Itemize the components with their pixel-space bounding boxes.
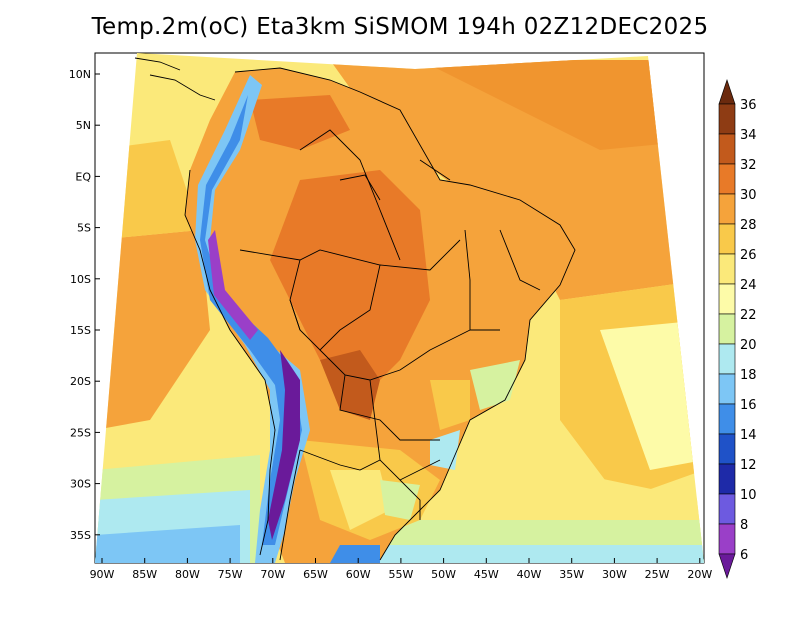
- colorbar-segment: [718, 313, 736, 345]
- lat-tick-label: 5N: [76, 119, 91, 132]
- colorbar-label: 26: [740, 248, 757, 263]
- colorbar-segment: [718, 373, 736, 405]
- lon-tick-label: 25W: [645, 568, 670, 581]
- lon-tick-label: 30W: [602, 568, 627, 581]
- colorbar-label: 18: [740, 368, 757, 383]
- colorbar-segment: [718, 343, 736, 375]
- colorbar-segment: [718, 223, 736, 255]
- longitude-axis: 90W 85W 80W 75W 70W 65W 60W 55W 50W 45W 40W 35W 30W 2…: [90, 558, 712, 581]
- map-title: Temp.2m(oC) Eta3km SiSMOM 194h 02Z12DEC2…: [91, 14, 709, 40]
- lat-tick-label: 10S: [70, 273, 91, 286]
- colorbar-segment: [718, 523, 736, 555]
- colorbar-label: 34: [740, 128, 757, 143]
- colorbar-label: 16: [740, 398, 757, 413]
- lon-tick-label: 35W: [559, 568, 584, 581]
- lon-tick-label: 60W: [346, 568, 371, 581]
- lat-tick-label: 15S: [70, 324, 91, 337]
- colorbar-segment: [718, 493, 736, 525]
- lon-tick-label: 70W: [260, 568, 285, 581]
- colorbar-segment: [718, 193, 736, 225]
- colorbar-label: 22: [740, 308, 757, 323]
- colorbar-segment: [718, 163, 736, 195]
- lon-tick-label: 55W: [388, 568, 413, 581]
- colorbar-segment: [718, 253, 736, 285]
- colorbar-label: 20: [740, 338, 757, 353]
- lat-tick-label: 5S: [77, 222, 91, 235]
- lat-tick-label: EQ: [75, 170, 91, 183]
- lon-tick-label: 90W: [90, 568, 115, 581]
- lon-tick-label: 75W: [218, 568, 243, 581]
- temperature-field: [95, 53, 704, 563]
- lat-tick-label: 10N: [69, 68, 91, 81]
- colorbar-label: 12: [740, 458, 757, 473]
- lon-tick-label: 50W: [431, 568, 456, 581]
- colorbar-label: 6: [740, 548, 748, 563]
- lat-tick-label: 35S: [70, 529, 91, 542]
- colorbar-bottom-arrow: [718, 553, 736, 579]
- colorbar-segment: [718, 403, 736, 435]
- lon-tick-label: 65W: [303, 568, 328, 581]
- colorbar-label: 32: [740, 158, 757, 173]
- lon-tick-label: 20W: [687, 568, 712, 581]
- colorbar: 36 34 32 30 28 26 24 22 20 18 16 14 12 10 8 6: [718, 79, 757, 579]
- colorbar-label: 30: [740, 188, 757, 203]
- colorbar-label: 8: [740, 518, 748, 533]
- lon-tick-label: 85W: [132, 568, 157, 581]
- country-boundaries: [134, 57, 576, 561]
- lon-tick-label: 80W: [175, 568, 200, 581]
- colorbar-label: 10: [740, 488, 757, 503]
- colorbar-label: 14: [740, 428, 757, 443]
- lat-tick-label: 25S: [70, 426, 91, 439]
- colorbar-segment: [718, 283, 736, 315]
- colorbar-top-arrow: [718, 79, 736, 105]
- colorbar-label: 28: [740, 218, 757, 233]
- colorbar-segment: [718, 433, 736, 465]
- colorbar-segment: [718, 463, 736, 495]
- lon-tick-label: 45W: [474, 568, 499, 581]
- lat-tick-label: 30S: [70, 478, 91, 491]
- latitude-axis: 10N 5N EQ 5S 10S 15S 20S 25S 30S 35S: [69, 68, 100, 542]
- colorbar-label: 24: [740, 278, 757, 293]
- colorbar-segment: [718, 103, 736, 135]
- lat-tick-label: 20S: [70, 375, 91, 388]
- colorbar-segment: [718, 133, 736, 165]
- lon-tick-label: 40W: [517, 568, 542, 581]
- colorbar-label: 36: [740, 98, 757, 113]
